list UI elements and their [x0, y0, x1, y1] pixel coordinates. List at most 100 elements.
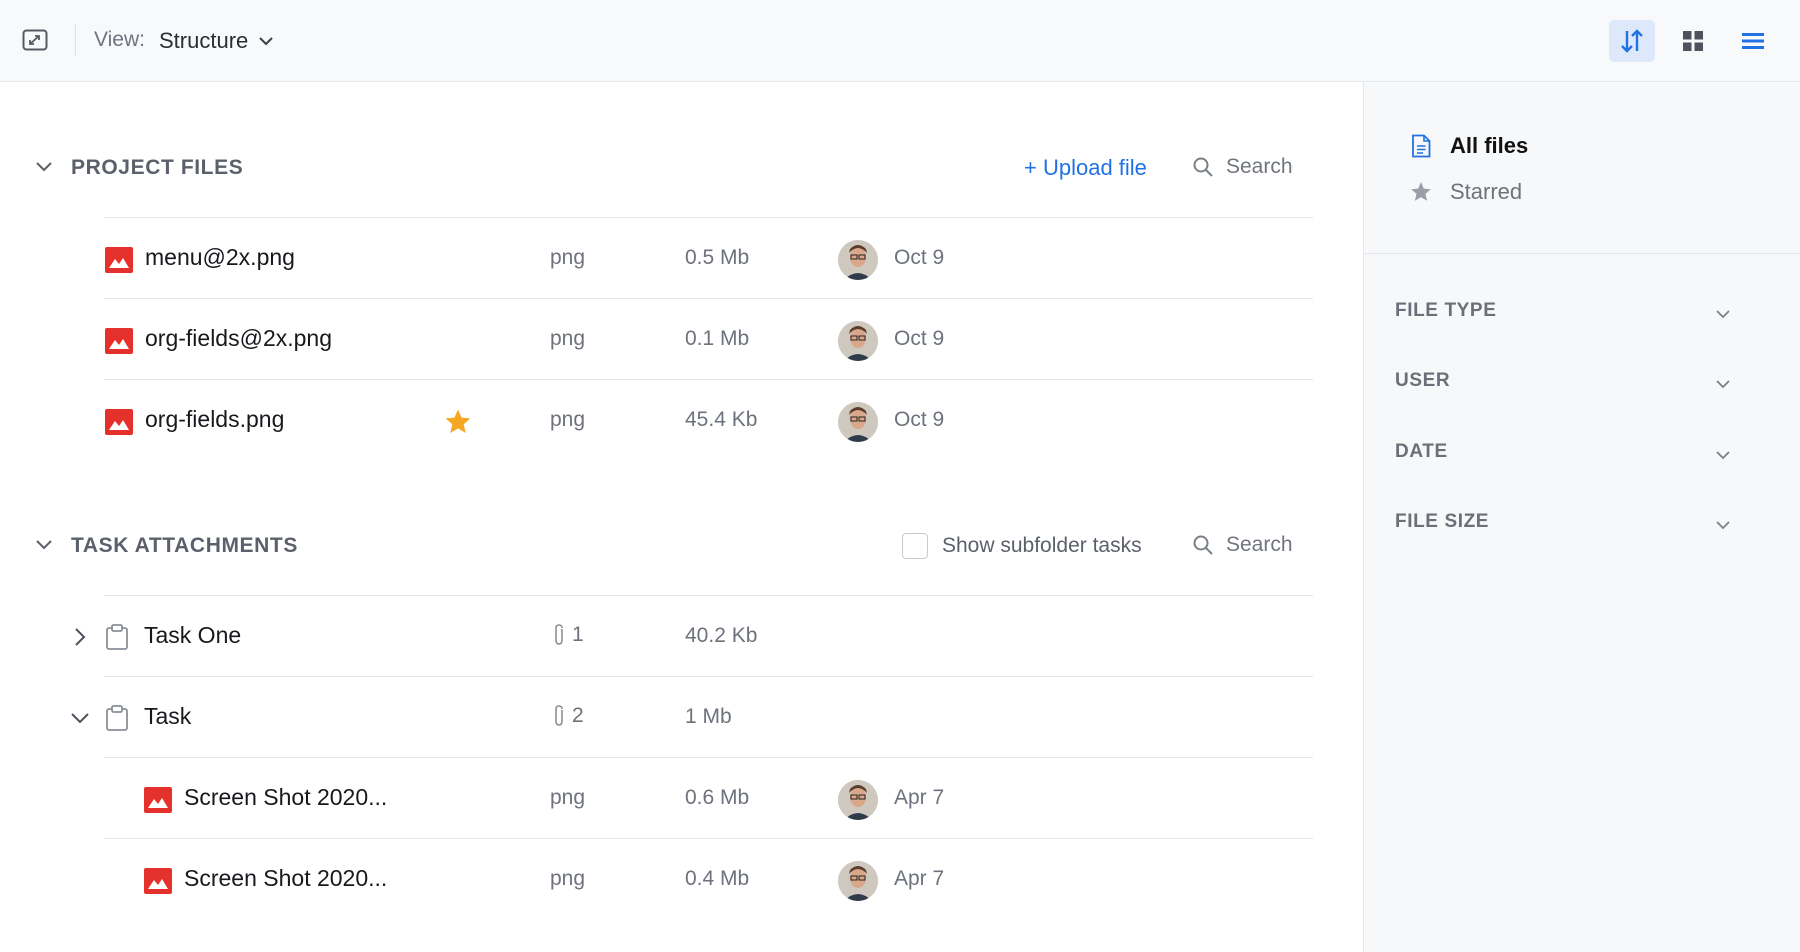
search-label: Search: [1226, 533, 1293, 556]
image-file-icon: [105, 247, 133, 273]
chevron-down-icon: [1716, 380, 1730, 389]
file-name[interactable]: menu@2x.png: [145, 244, 295, 270]
table-row[interactable]: menu@2x.png png 0.5 Mb Oct 9: [0, 218, 1363, 298]
subfolder-checkbox[interactable]: [902, 533, 928, 559]
file-date: Apr 7: [894, 867, 945, 890]
divider: [104, 379, 1313, 380]
image-file-icon: [144, 868, 172, 894]
sidebar-nav: All files Starred: [1364, 82, 1800, 254]
list-icon: [1742, 33, 1764, 49]
file-name[interactable]: org-fields.png: [145, 406, 285, 432]
divider: [104, 676, 1313, 677]
chevron-down-icon[interactable]: [69, 707, 91, 729]
file-type: png: [550, 327, 586, 350]
file-size: 0.5 Mb: [685, 246, 750, 269]
file-date: Apr 7: [894, 786, 945, 809]
section-title: TASK ATTACHMENTS: [71, 534, 298, 557]
attachment-count-value: 1: [572, 623, 584, 646]
table-row[interactable]: Screen Shot 2020... png 0.6 Mb Apr 7: [0, 758, 1363, 838]
document-icon: [1412, 134, 1431, 158]
chevron-down-icon[interactable]: [34, 537, 54, 553]
grid-icon: [1683, 31, 1703, 51]
star-icon: [1411, 182, 1431, 201]
task-name[interactable]: Task One: [144, 622, 242, 648]
search-label: Search: [1226, 155, 1293, 178]
sidebar-item-starred[interactable]: Starred: [1410, 176, 1522, 208]
search-icon: [1193, 535, 1213, 555]
filter-file-type[interactable]: FILE TYPE: [1364, 294, 1800, 334]
chevron-down-icon: [1716, 521, 1730, 530]
attachment-count-value: 2: [572, 704, 584, 727]
filter-label: USER: [1395, 370, 1451, 391]
list-view-button[interactable]: [1730, 20, 1776, 62]
section-title: PROJECT FILES: [71, 156, 244, 179]
filter-user[interactable]: USER: [1364, 364, 1800, 404]
filters-sidebar: All files Starred FILE TYPE USER DATE FILE SI…: [1363, 82, 1800, 952]
avatar: [838, 240, 878, 280]
file-name[interactable]: Screen Shot 2020...: [184, 865, 388, 891]
task-size: 40.2 Kb: [685, 624, 758, 647]
avatar: [838, 321, 878, 361]
filter-label: FILE TYPE: [1395, 300, 1497, 321]
file-date: Oct 9: [894, 246, 945, 269]
task-attachments-search[interactable]: Search: [1192, 530, 1293, 560]
paperclip-icon: [555, 705, 563, 726]
upload-file-link[interactable]: + Upload file: [1024, 155, 1147, 180]
file-date: Oct 9: [894, 327, 945, 350]
grid-view-button[interactable]: [1670, 20, 1716, 62]
image-file-icon: [105, 328, 133, 354]
attachment-count: 2: [552, 704, 584, 728]
task-name[interactable]: Task: [144, 703, 192, 729]
file-size: 0.6 Mb: [685, 786, 750, 809]
divider: [104, 595, 1313, 596]
project-files-header: PROJECT FILES + Upload file Search: [0, 147, 1363, 187]
sidebar-item-all-files[interactable]: All files: [1410, 130, 1528, 162]
subfolder-label: Show subfolder tasks: [942, 534, 1142, 557]
toolbar-divider: [75, 24, 76, 56]
show-subfolder-tasks-toggle[interactable]: Show subfolder tasks: [902, 531, 1142, 561]
view-dropdown[interactable]: Structure: [159, 26, 274, 56]
file-size: 45.4 Kb: [685, 408, 758, 431]
divider: [104, 217, 1313, 218]
divider: [104, 838, 1313, 839]
sort-button[interactable]: [1609, 20, 1655, 62]
chevron-down-icon: [1716, 310, 1730, 319]
file-size: 0.1 Mb: [685, 327, 750, 350]
star-icon[interactable]: [444, 408, 472, 436]
task-size: 1 Mb: [685, 705, 732, 728]
file-name[interactable]: org-fields@2x.png: [145, 325, 332, 351]
table-row[interactable]: org-fields.png png 45.4 Kb Oct 9: [0, 380, 1363, 460]
image-file-icon: [105, 409, 133, 435]
divider: [104, 757, 1313, 758]
image-file-icon: [144, 787, 172, 813]
project-files-search[interactable]: Search: [1192, 152, 1293, 182]
filter-label: FILE SIZE: [1395, 511, 1490, 532]
filter-date[interactable]: DATE: [1364, 435, 1800, 475]
avatar: [838, 861, 878, 901]
avatar: [838, 780, 878, 820]
file-type: png: [550, 408, 586, 431]
sidebar-item-label: All files: [1450, 133, 1529, 158]
clipboard-icon: [106, 624, 128, 650]
filter-file-size[interactable]: FILE SIZE: [1364, 505, 1800, 545]
file-type: png: [550, 786, 586, 809]
task-row[interactable]: Task One 1 40.2 Kb: [0, 596, 1363, 676]
avatar: [838, 402, 878, 442]
paperclip-icon: [555, 624, 563, 645]
task-attachments-header: TASK ATTACHMENTS Show subfolder tasks Se…: [0, 525, 1363, 565]
view-value: Structure: [159, 28, 249, 53]
chevron-down-icon[interactable]: [34, 159, 54, 175]
file-name[interactable]: Screen Shot 2020...: [184, 784, 388, 810]
file-type: png: [550, 867, 586, 890]
files-panel: PROJECT FILES + Upload file Search menu@…: [0, 82, 1363, 952]
table-row[interactable]: org-fields@2x.png png 0.1 Mb Oct 9: [0, 299, 1363, 379]
view-label: View:: [94, 28, 145, 51]
attachment-count: 1: [552, 623, 584, 647]
expand-view-icon[interactable]: [22, 28, 48, 52]
search-icon: [1193, 157, 1213, 177]
file-type: png: [550, 246, 586, 269]
task-row[interactable]: Task 2 1 Mb: [0, 677, 1363, 757]
file-date: Oct 9: [894, 408, 945, 431]
table-row[interactable]: Screen Shot 2020... png 0.4 Mb Apr 7: [0, 839, 1363, 919]
chevron-right-icon[interactable]: [69, 626, 91, 648]
